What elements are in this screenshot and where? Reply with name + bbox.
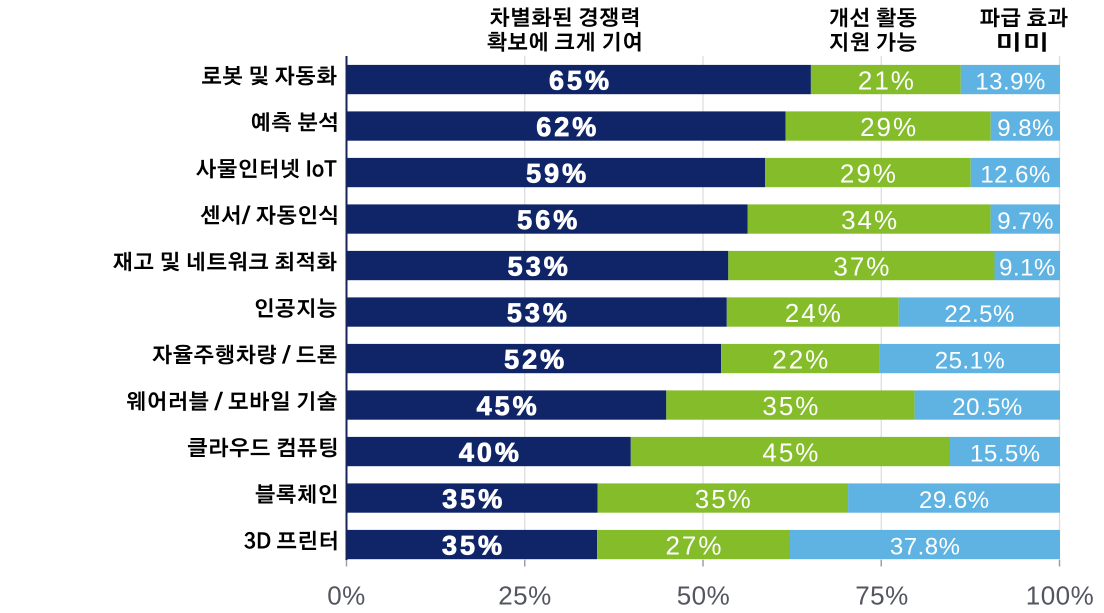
svg-text:50%: 50% (677, 581, 731, 609)
svg-text:25.1%: 25.1% (935, 348, 1006, 375)
svg-text:40%: 40% (459, 438, 522, 468)
svg-text:12.6%: 12.6% (980, 162, 1051, 189)
svg-text:65%: 65% (549, 66, 612, 96)
svg-text:9.7%: 9.7% (997, 208, 1054, 235)
svg-text:53%: 53% (507, 298, 570, 328)
svg-text:9.1%: 9.1% (999, 255, 1056, 282)
svg-text:25%: 25% (498, 581, 552, 609)
svg-text:22%: 22% (772, 345, 830, 375)
svg-text:29.6%: 29.6% (919, 487, 990, 514)
svg-text:100%: 100% (1026, 581, 1095, 609)
svg-text:53%: 53% (508, 252, 571, 282)
svg-text:29%: 29% (840, 159, 898, 189)
svg-text:24%: 24% (785, 298, 843, 328)
svg-text:22.5%: 22.5% (944, 301, 1015, 328)
svg-text:0%: 0% (327, 581, 366, 609)
svg-text:75%: 75% (855, 581, 909, 609)
svg-text:52%: 52% (504, 345, 567, 375)
svg-text:35%: 35% (442, 484, 505, 514)
svg-text:34%: 34% (841, 205, 899, 235)
svg-text:59%: 59% (526, 159, 589, 189)
svg-text:45%: 45% (762, 438, 820, 468)
svg-text:35%: 35% (695, 484, 753, 514)
svg-text:29%: 29% (860, 112, 918, 142)
svg-text:20.5%: 20.5% (952, 394, 1023, 421)
svg-text:62%: 62% (536, 112, 599, 142)
svg-text:9.8%: 9.8% (997, 115, 1054, 142)
svg-text:45%: 45% (477, 391, 540, 421)
svg-text:21%: 21% (858, 66, 916, 96)
svg-text:13.9%: 13.9% (975, 69, 1046, 96)
svg-text:37%: 37% (833, 252, 891, 282)
svg-text:37.8%: 37.8% (890, 534, 961, 561)
svg-text:27%: 27% (665, 531, 723, 561)
svg-text:35%: 35% (442, 531, 505, 561)
svg-text:35%: 35% (762, 391, 820, 421)
svg-text:56%: 56% (517, 205, 580, 235)
svg-text:15.5%: 15.5% (970, 441, 1041, 468)
